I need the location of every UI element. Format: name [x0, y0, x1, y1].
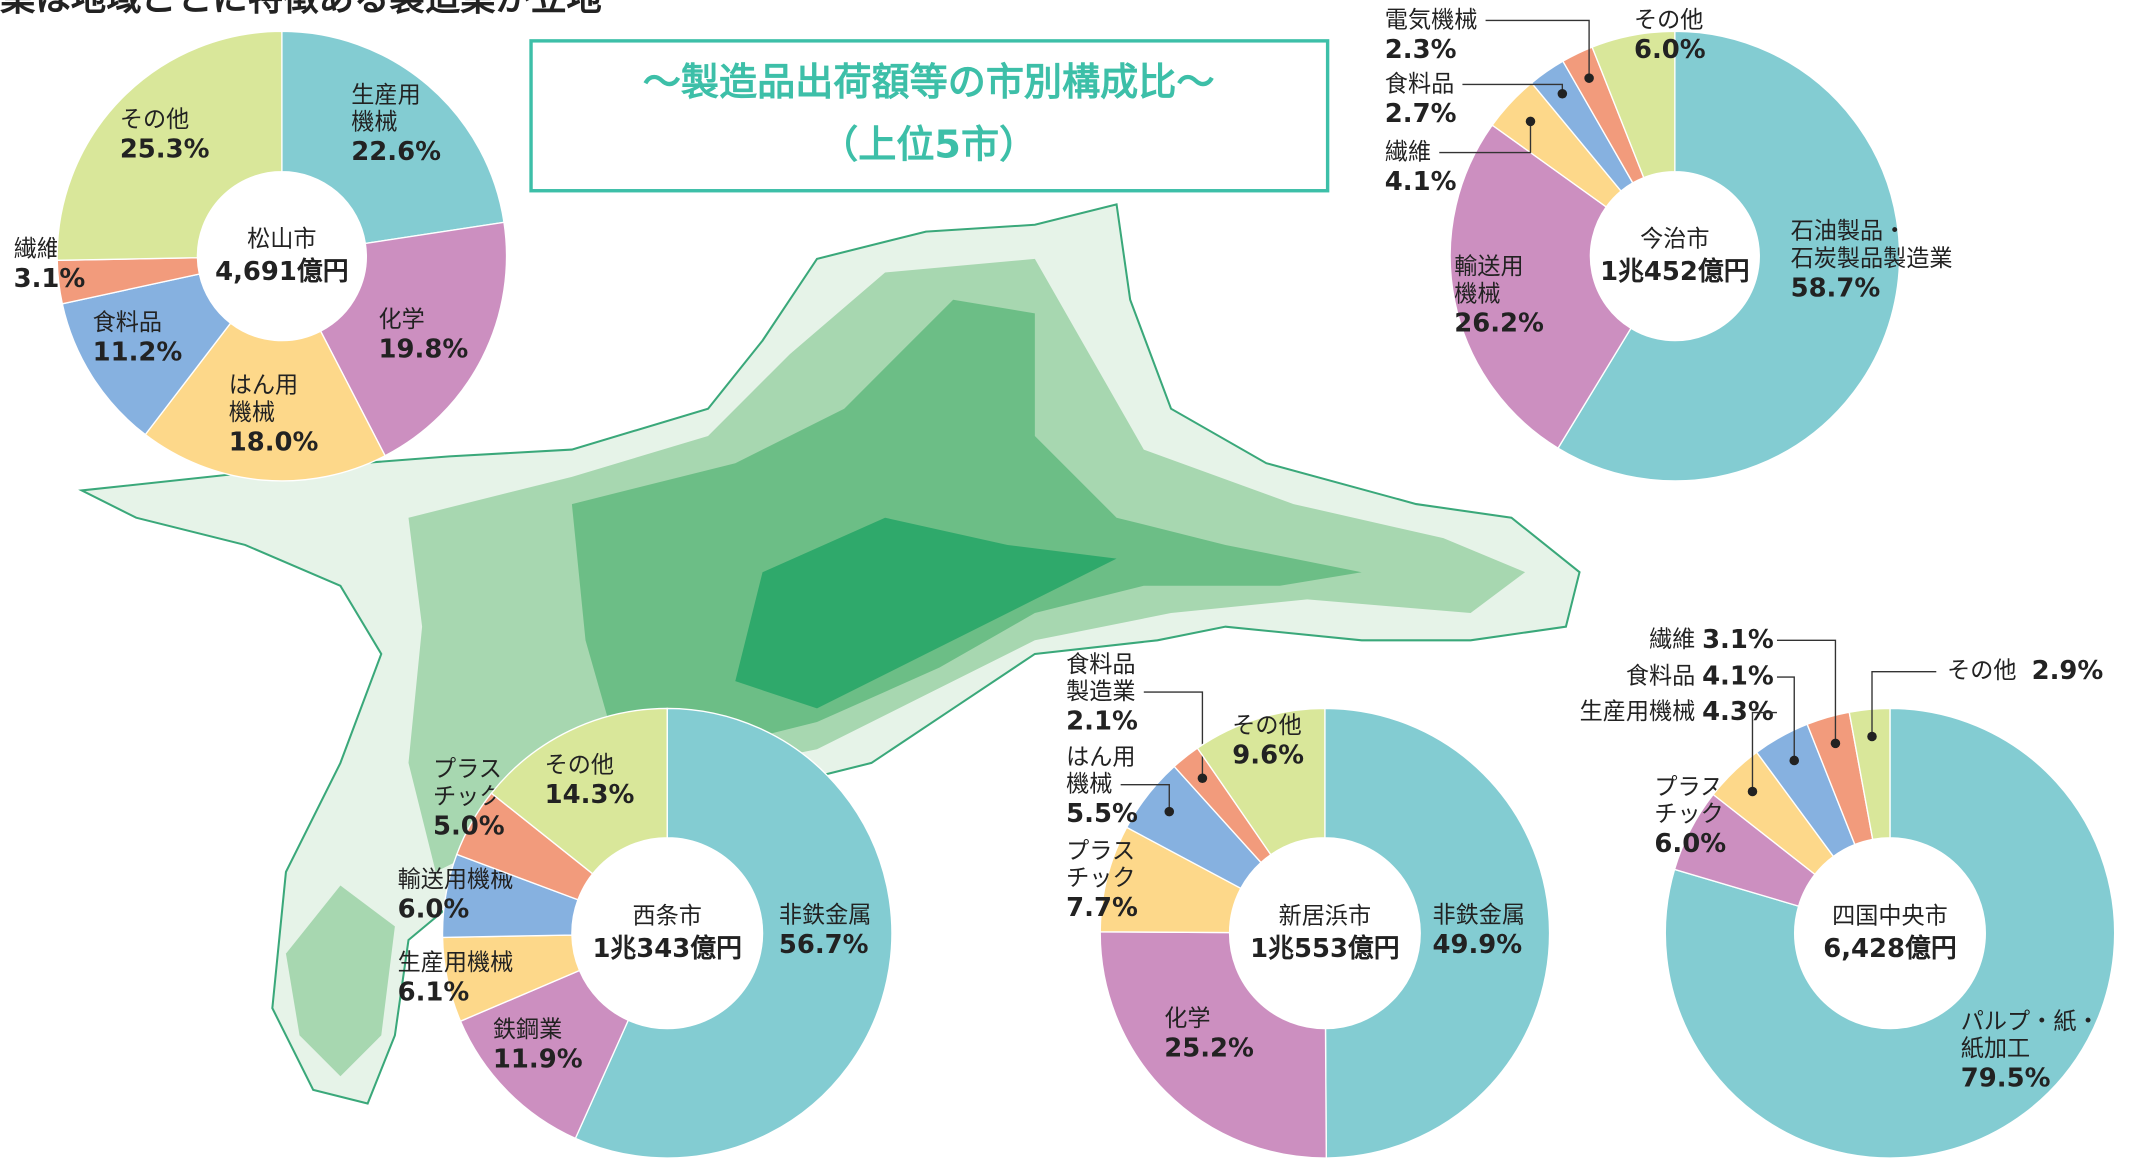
value-label: 2.1%	[1066, 707, 1138, 737]
category-label: 繊維	[1649, 627, 1695, 653]
box-title: ～製造品出荷額等の市別構成比～	[643, 60, 1215, 104]
category-label: 輸送用機械	[398, 867, 514, 893]
value-label: 58.7%	[1791, 273, 1881, 303]
leader-dot	[1198, 774, 1208, 784]
center-title: 新居浜市	[1279, 903, 1372, 929]
category-label: その他	[1634, 7, 1703, 33]
value-label: 19.8%	[379, 335, 469, 365]
value-label: 18.0%	[229, 427, 319, 457]
category-label: 石油製品・石炭製品製造業	[1791, 218, 1953, 271]
value-label: 79.5%	[1961, 1063, 2051, 1093]
leader-dot	[1867, 732, 1877, 742]
value-label: 5.5%	[1066, 799, 1138, 829]
category-label: 生産用機械	[1580, 699, 1696, 725]
category-label: 繊維	[1385, 139, 1431, 165]
category-label: 食料品	[93, 309, 162, 335]
category-label: 電気機械	[1385, 7, 1478, 33]
category-label: 非鉄金属	[779, 902, 872, 928]
value-label: 3.1%	[14, 264, 86, 294]
category-label: その他	[1232, 713, 1301, 739]
value-label: 2.7%	[1385, 99, 1457, 129]
value-label: 6.1%	[398, 978, 470, 1008]
leader-dot	[1165, 807, 1175, 817]
center-subtitle: 1兆452億円	[1600, 257, 1750, 287]
category-label: 食料品	[1626, 664, 1695, 690]
center-title: 今治市	[1640, 226, 1709, 252]
value-label: 11.2%	[93, 337, 183, 367]
category-label: 生産用機械	[398, 950, 514, 976]
chart: 業は地域ごとに特徴ある製造業が立地 ～製造品出荷額等の市別構成比～ （上位5市）…	[0, 0, 2131, 1158]
category-label: プラスチック	[1066, 838, 1135, 891]
value-label: 26.2%	[1454, 309, 1544, 339]
center-title: 松山市	[247, 226, 316, 252]
value-label: 4.1%	[1385, 167, 1457, 197]
category-label: その他	[120, 106, 189, 132]
value-label: 7.7%	[1066, 893, 1138, 923]
category-label: 化学	[379, 307, 425, 333]
category-label: 食料品製造業	[1066, 651, 1135, 704]
category-label: その他	[545, 752, 614, 778]
value-label: 6.0%	[1634, 35, 1706, 65]
leader-dot	[1558, 89, 1568, 99]
leader-dot	[1789, 756, 1799, 766]
box-subtitle: （上位5市）	[820, 123, 1037, 167]
value-label: 6.0%	[398, 895, 470, 925]
category-label: プラスチック	[433, 756, 502, 809]
leader-dot	[1748, 787, 1758, 797]
center-subtitle: 1兆553億円	[1250, 934, 1400, 964]
value-label: 3.1%	[1702, 625, 1774, 655]
category-label: その他	[1947, 658, 2016, 684]
category-label: プラスチック	[1654, 774, 1723, 827]
value-label: 5.0%	[433, 811, 505, 841]
center-subtitle: 1兆343億円	[592, 934, 742, 964]
center-subtitle: 6,428億円	[1823, 934, 1956, 964]
value-label: 49.9%	[1432, 930, 1522, 960]
leader-dot	[1584, 73, 1594, 83]
value-label: 14.3%	[545, 780, 635, 810]
value-label: 6.0%	[1654, 829, 1726, 859]
center-title: 西条市	[633, 903, 702, 929]
value-label: 11.9%	[493, 1044, 583, 1074]
value-label: 25.3%	[120, 134, 210, 164]
leader-dot	[1831, 739, 1841, 749]
category-label: はん用機械	[1066, 744, 1135, 797]
category-label: 非鉄金属	[1432, 902, 1525, 928]
value-label: 22.6%	[351, 137, 441, 167]
category-label: 食料品	[1385, 71, 1454, 97]
value-label: 4.1%	[1702, 662, 1774, 692]
value-label: 56.7%	[779, 930, 869, 960]
header-title: 業は地域ごとに特徴ある製造業が立地	[0, 0, 602, 19]
category-label: 化学	[1164, 1006, 1210, 1032]
value-label: 2.9%	[2032, 656, 2104, 686]
value-label: 2.3%	[1385, 35, 1457, 65]
leader-dot	[1526, 117, 1536, 127]
value-label: 9.6%	[1232, 741, 1304, 771]
center-subtitle: 4,691億円	[215, 257, 348, 287]
value-label: 25.2%	[1164, 1034, 1254, 1064]
center-title: 四国中央市	[1832, 903, 1948, 929]
category-label: 鉄鋼業	[493, 1016, 562, 1042]
